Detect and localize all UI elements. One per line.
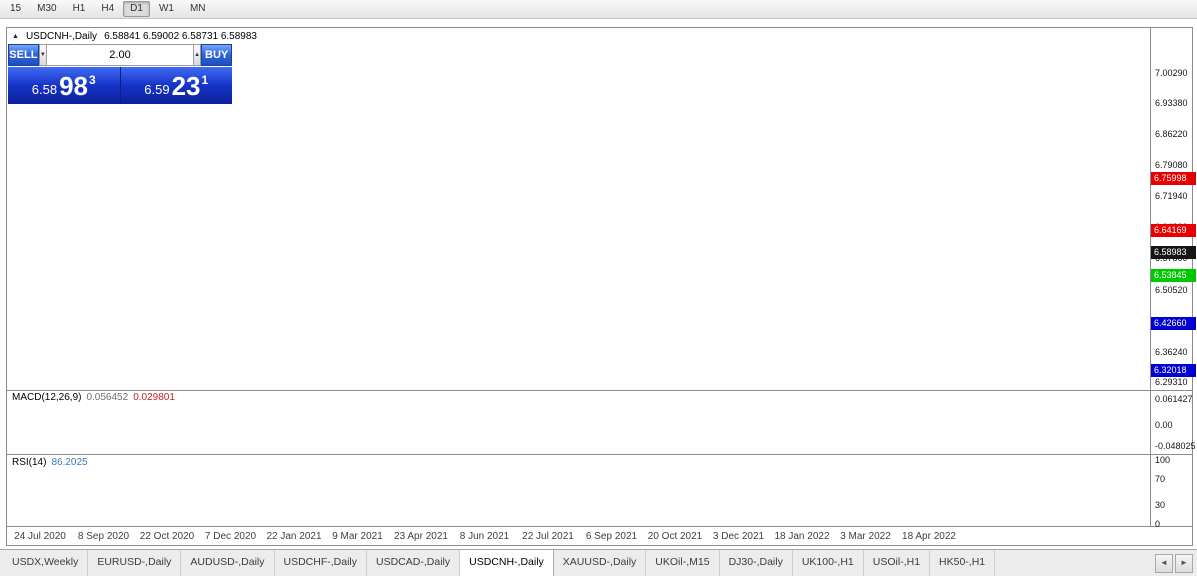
price-axis-label: 6.79080 bbox=[1155, 160, 1188, 171]
price-badge-6.75998: 6.75998 bbox=[1151, 172, 1196, 186]
price-axis-label: 6.50520 bbox=[1155, 284, 1188, 295]
timeframe-button-m30[interactable]: M30 bbox=[37, 3, 57, 14]
rsi-indicator-label: RSI(14) 86.2025 bbox=[12, 457, 88, 468]
ask-price-main: 23 bbox=[171, 70, 201, 101]
volume-increase-button[interactable]: ▲ bbox=[193, 44, 202, 66]
price-badge-6.32018: 6.32018 bbox=[1151, 363, 1196, 377]
macd-axis-label: -0.048025 bbox=[1155, 440, 1196, 451]
price-axis-label: 6.93380 bbox=[1155, 98, 1188, 109]
date-axis-label: 22 Jul 2021 bbox=[522, 531, 574, 542]
date-axis-label: 24 Jul 2020 bbox=[14, 531, 66, 542]
chart-tab-dj30[interactable]: DJ30-,Daily bbox=[720, 550, 793, 576]
price-badge-6.64169: 6.64169 bbox=[1151, 223, 1196, 237]
chart-tab-usoil[interactable]: USOil-,H1 bbox=[864, 550, 931, 576]
rsi-axis-label: 100 bbox=[1155, 455, 1171, 465]
buy-button[interactable]: BUY bbox=[201, 44, 232, 66]
timeframe-toolbar: 15 M30 H1 H4 D1 W1 MN bbox=[0, 0, 1197, 19]
ask-price-display[interactable]: 6.59 23 1 bbox=[120, 67, 232, 104]
macd-axis-label: 0.061427 bbox=[1155, 393, 1193, 404]
rsi-dateaxis-splitter bbox=[7, 526, 1192, 527]
one-click-trading-toggle-icon[interactable]: ▲ bbox=[12, 33, 19, 40]
sell-button[interactable]: SELL bbox=[8, 44, 39, 66]
chart-symbol-label: USDCNH-,Daily bbox=[25, 31, 98, 42]
macd-indicator-label: MACD(12,26,9) 0.056452 0.029801 bbox=[12, 392, 175, 403]
rsi-axis-label: 70 bbox=[1155, 474, 1166, 485]
chart-tab-usdx[interactable]: USDX,Weekly bbox=[3, 550, 89, 576]
tab-scroll-left-icon[interactable]: ◄ bbox=[1155, 553, 1173, 573]
price-axis-divider bbox=[1150, 28, 1151, 526]
timeframe-button-h4[interactable]: H4 bbox=[101, 3, 115, 14]
macd-rsi-splitter[interactable] bbox=[7, 454, 1192, 455]
macd-axis-label: 0.00 bbox=[1155, 420, 1173, 430]
date-axis-label: 23 Apr 2021 bbox=[394, 531, 448, 542]
timeframe-button-mn[interactable]: MN bbox=[189, 3, 206, 14]
ask-price-point: 1 bbox=[201, 72, 209, 87]
rsi-name: RSI(14) bbox=[12, 457, 47, 468]
macd-main-value: 0.056452 bbox=[86, 392, 129, 403]
rsi-value: 86.2025 bbox=[51, 457, 88, 468]
macd-name: MACD(12,26,9) bbox=[12, 392, 82, 403]
date-axis-label: 6 Sep 2021 bbox=[585, 531, 638, 542]
bid-price-point: 3 bbox=[89, 72, 96, 87]
tab-scroll-controls: ◄ ► bbox=[1155, 550, 1197, 576]
date-axis-label: 20 Oct 2021 bbox=[647, 531, 703, 542]
chart-tab-uk100[interactable]: UK100-,H1 bbox=[793, 550, 864, 576]
bid-price-display[interactable]: 6.58 98 3 bbox=[8, 67, 120, 104]
price-axis-label: 6.86220 bbox=[1155, 129, 1188, 140]
chart-tab-xauusd[interactable]: XAUUSD-,Daily bbox=[554, 550, 647, 576]
chart-ohlc-values: 6.58841 6.59002 6.58731 6.58983 bbox=[104, 31, 257, 42]
date-axis-label: 18 Apr 2022 bbox=[902, 531, 956, 542]
date-axis-label: 22 Jan 2021 bbox=[266, 531, 322, 542]
chart-tab-ukoil[interactable]: UKOil-,M15 bbox=[646, 550, 720, 576]
chart-tab-hk50[interactable]: HK50-,H1 bbox=[930, 550, 996, 576]
bid-price-prefix: 6.58 bbox=[31, 81, 58, 97]
macd-signal-value: 0.029801 bbox=[133, 392, 175, 403]
one-click-trading-panel: SELL ▼ ▲ BUY 6.58 98 3 6.59 23 1 bbox=[8, 44, 232, 104]
price-axis-label: 6.71940 bbox=[1155, 191, 1188, 202]
chart-tab-audusd[interactable]: AUDUSD-,Daily bbox=[181, 550, 275, 576]
price-axis-label: 7.00290 bbox=[1155, 68, 1188, 78]
date-axis-label: 7 Dec 2020 bbox=[204, 531, 257, 542]
date-axis-label: 9 Mar 2021 bbox=[332, 531, 383, 542]
rsi-axis-label: 0 bbox=[1155, 519, 1161, 529]
price-badge-6.58983: 6.58983 bbox=[1151, 246, 1196, 260]
price-axis-label: 6.36240 bbox=[1155, 346, 1188, 357]
date-axis-label: 8 Jun 2021 bbox=[459, 531, 510, 542]
chart-header: ▲ USDCNH-,Daily 6.58841 6.59002 6.58731 … bbox=[12, 31, 257, 42]
date-axis-label: 18 Jan 2022 bbox=[774, 531, 830, 542]
tab-scroll-right-icon[interactable]: ► bbox=[1175, 553, 1193, 573]
bid-price-main: 98 bbox=[59, 70, 89, 101]
date-axis-label: 3 Mar 2022 bbox=[840, 531, 891, 542]
timeframe-button-d1[interactable]: D1 bbox=[123, 1, 150, 17]
chart-tab-usdchf[interactable]: USDCHF-,Daily bbox=[275, 550, 368, 576]
price-badge-6.42660: 6.42660 bbox=[1151, 317, 1196, 331]
ask-price-prefix: 6.59 bbox=[144, 81, 170, 97]
timeframe-button-15[interactable]: 15 bbox=[10, 3, 22, 14]
price-badge-6.53845: 6.53845 bbox=[1151, 268, 1196, 282]
timeframe-button-w1[interactable]: W1 bbox=[158, 3, 174, 14]
timeframe-button-h1[interactable]: H1 bbox=[72, 3, 86, 14]
price-axis-label: 6.29310 bbox=[1155, 376, 1188, 387]
chart-tab-eurusd[interactable]: EURUSD-,Daily bbox=[88, 550, 182, 576]
date-axis-label: 8 Sep 2020 bbox=[77, 531, 130, 542]
volume-input[interactable] bbox=[47, 44, 193, 66]
chart-tab-usdcad[interactable]: USDCAD-,Daily bbox=[367, 550, 461, 576]
rsi-axis-label: 30 bbox=[1155, 499, 1166, 510]
chart-tab-usdcnh[interactable]: USDCNH-,Daily bbox=[460, 550, 554, 576]
date-axis-label: 3 Dec 2021 bbox=[712, 531, 765, 542]
chart-tab-bar: USDX,Weekly EURUSD-,Daily AUDUSD-,Daily USD… bbox=[0, 549, 1197, 576]
price-macd-splitter[interactable] bbox=[7, 390, 1192, 391]
date-axis-label: 22 Oct 2020 bbox=[139, 531, 195, 542]
volume-decrease-button[interactable]: ▼ bbox=[38, 44, 47, 66]
